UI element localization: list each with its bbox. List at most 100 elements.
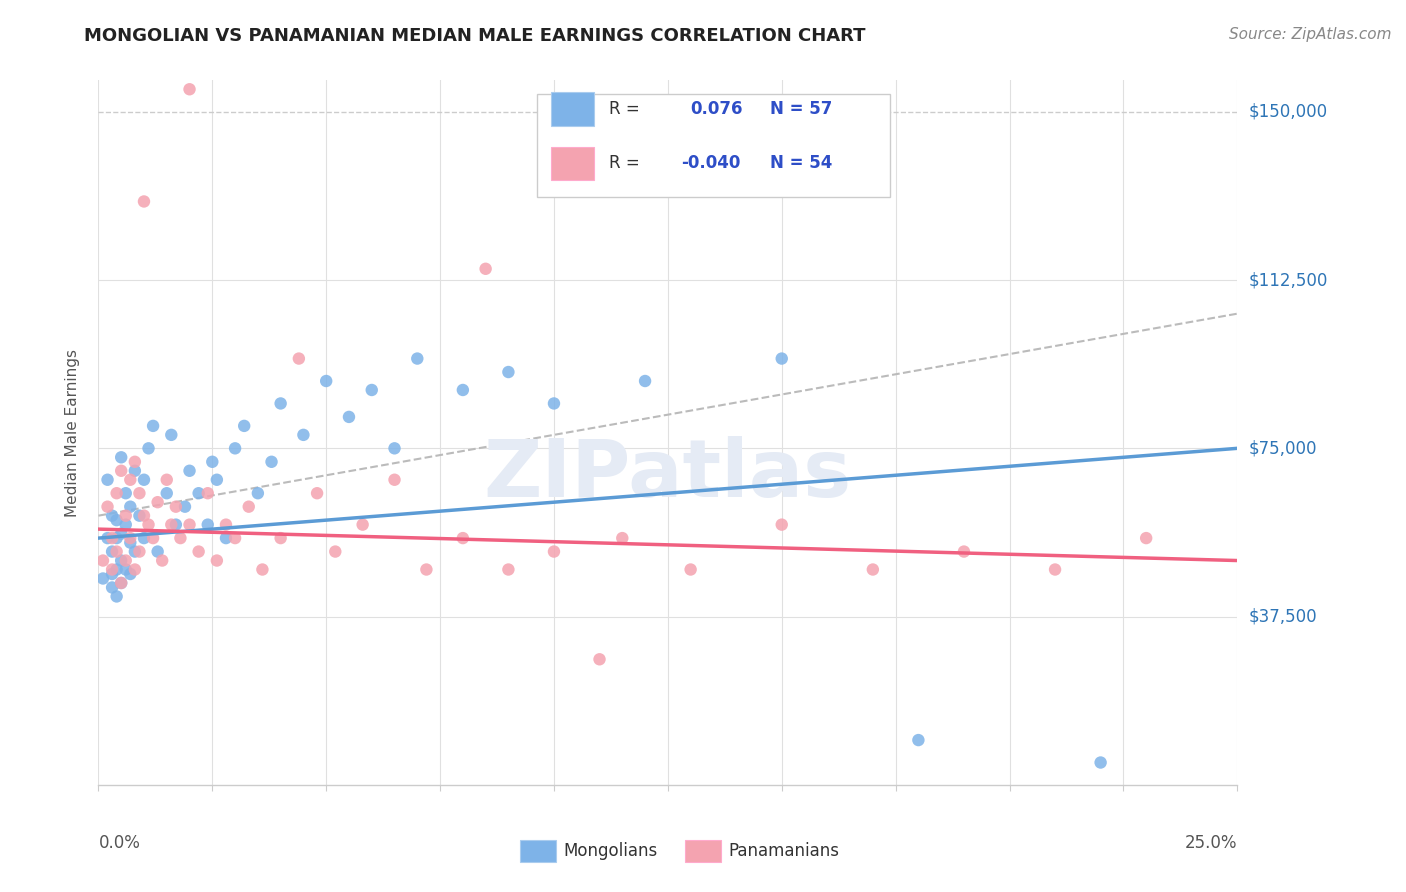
- Point: [384, 442, 406, 456]
- Point: [238, 500, 260, 514]
- FancyBboxPatch shape: [551, 146, 593, 180]
- Point: [114, 562, 136, 576]
- Point: [270, 531, 292, 545]
- Point: [307, 486, 329, 500]
- Point: [120, 473, 142, 487]
- Point: [110, 526, 132, 541]
- FancyBboxPatch shape: [551, 92, 593, 126]
- Point: [197, 517, 219, 532]
- Point: [150, 553, 173, 567]
- Point: [120, 535, 142, 549]
- Point: [215, 531, 238, 545]
- Point: [146, 544, 169, 558]
- Point: [138, 442, 160, 456]
- Text: 0.0%: 0.0%: [98, 834, 141, 852]
- Point: [128, 544, 150, 558]
- Point: [179, 82, 201, 96]
- Point: [120, 531, 142, 545]
- Text: Mongolians: Mongolians: [562, 842, 658, 860]
- FancyBboxPatch shape: [685, 840, 721, 863]
- Point: [246, 486, 269, 500]
- Text: Panamanians: Panamanians: [728, 842, 839, 860]
- Point: [323, 544, 346, 558]
- Point: [138, 517, 160, 532]
- Point: [160, 517, 183, 532]
- Point: [110, 576, 132, 591]
- Text: -0.040: -0.040: [682, 154, 741, 172]
- Point: [105, 562, 128, 576]
- Point: [132, 194, 155, 209]
- Point: [120, 500, 142, 514]
- Text: N = 54: N = 54: [770, 154, 832, 172]
- Point: [142, 531, 165, 545]
- Point: [110, 450, 132, 465]
- Point: [498, 365, 520, 379]
- Point: [101, 531, 124, 545]
- Point: [292, 428, 315, 442]
- Point: [415, 562, 437, 576]
- Point: [96, 531, 118, 545]
- Point: [384, 473, 406, 487]
- Point: [174, 500, 197, 514]
- Text: $75,000: $75,000: [1249, 440, 1317, 458]
- Point: [156, 486, 179, 500]
- Point: [132, 508, 155, 523]
- Text: $37,500: $37,500: [1249, 607, 1317, 625]
- Point: [114, 517, 136, 532]
- Point: [105, 544, 128, 558]
- Point: [634, 374, 657, 388]
- Point: [110, 464, 132, 478]
- Point: [101, 508, 124, 523]
- Text: $150,000: $150,000: [1249, 103, 1327, 120]
- FancyBboxPatch shape: [537, 95, 890, 196]
- Point: [101, 581, 124, 595]
- FancyBboxPatch shape: [520, 840, 557, 863]
- Point: [406, 351, 429, 366]
- Point: [1043, 562, 1066, 576]
- Point: [862, 562, 884, 576]
- Point: [160, 428, 183, 442]
- Point: [128, 486, 150, 500]
- Point: [451, 383, 474, 397]
- Point: [124, 464, 146, 478]
- Point: [132, 531, 155, 545]
- Point: [770, 517, 793, 532]
- Point: [91, 553, 114, 567]
- Point: [205, 553, 228, 567]
- Point: [124, 562, 146, 576]
- Point: [110, 576, 132, 591]
- Point: [142, 418, 165, 433]
- Text: R =: R =: [609, 100, 640, 118]
- Text: R =: R =: [609, 154, 640, 172]
- Point: [165, 500, 187, 514]
- Point: [120, 567, 142, 582]
- Point: [224, 442, 246, 456]
- Point: [252, 562, 274, 576]
- Point: [146, 495, 169, 509]
- Point: [179, 464, 201, 478]
- Point: [543, 544, 565, 558]
- Point: [165, 517, 187, 532]
- Point: [105, 590, 128, 604]
- Point: [96, 473, 118, 487]
- Point: [953, 544, 976, 558]
- Point: [169, 531, 191, 545]
- Point: [197, 486, 219, 500]
- Text: 25.0%: 25.0%: [1185, 834, 1237, 852]
- Point: [205, 473, 228, 487]
- Point: [105, 531, 128, 545]
- Point: [770, 351, 793, 366]
- Point: [124, 544, 146, 558]
- Text: ZIPatlas: ZIPatlas: [484, 436, 852, 514]
- Point: [1135, 531, 1157, 545]
- Text: $112,500: $112,500: [1249, 271, 1329, 289]
- Point: [360, 383, 382, 397]
- Point: [132, 473, 155, 487]
- Point: [201, 455, 224, 469]
- Point: [187, 486, 209, 500]
- Point: [233, 418, 256, 433]
- Point: [114, 508, 136, 523]
- Point: [114, 553, 136, 567]
- Point: [91, 572, 114, 586]
- Point: [101, 562, 124, 576]
